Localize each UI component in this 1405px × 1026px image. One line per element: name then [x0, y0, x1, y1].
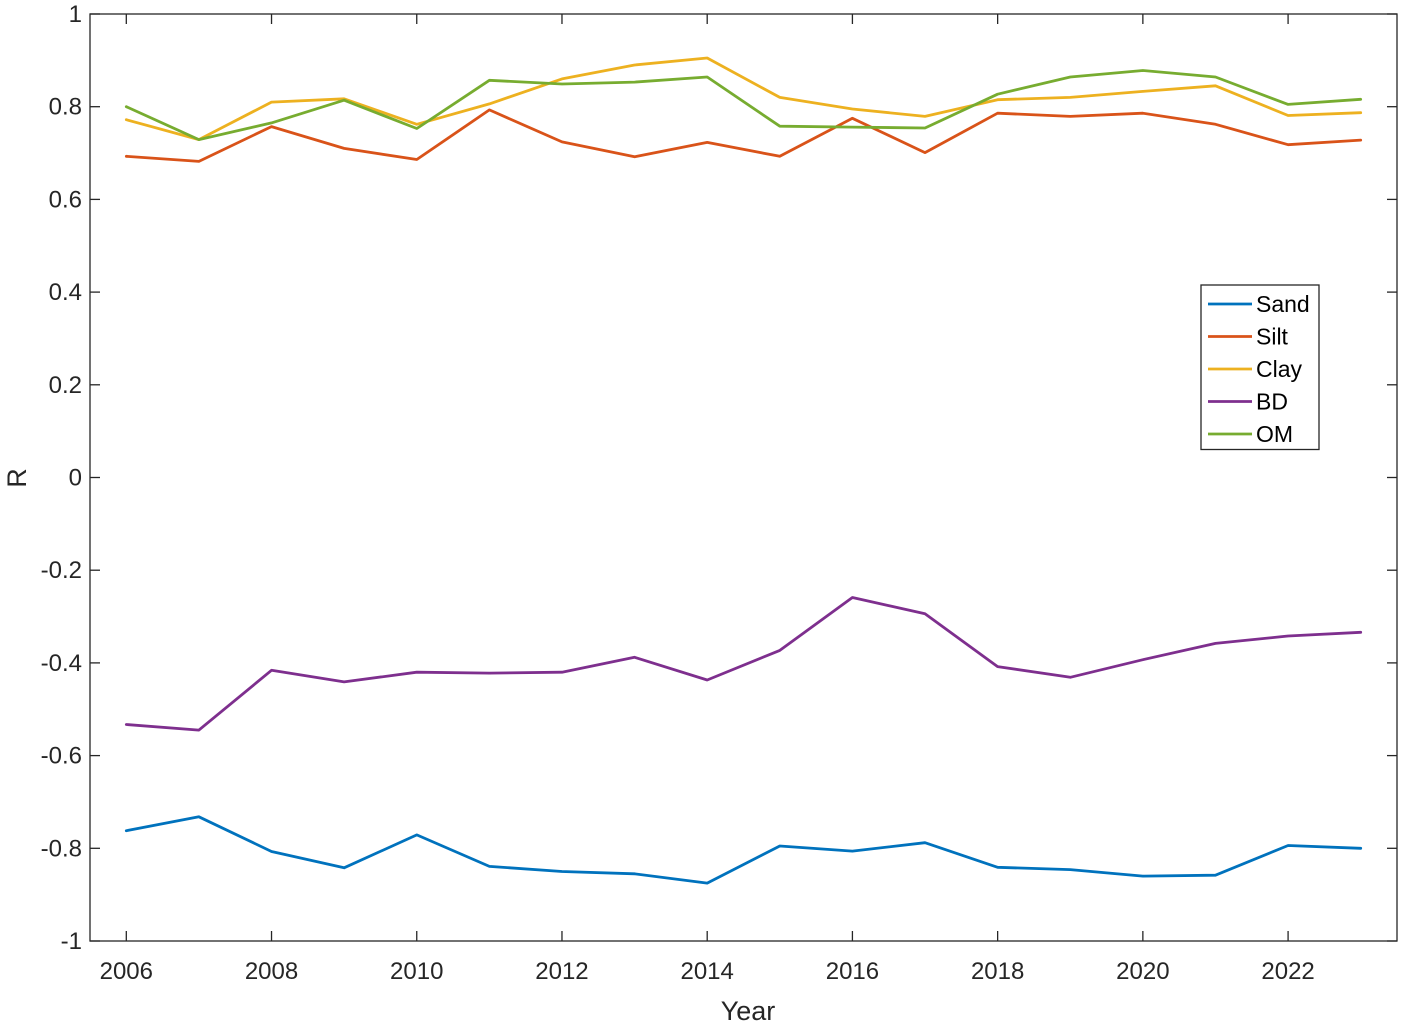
- y-tick-label: 0.8: [49, 94, 82, 121]
- series-line-sand: [124, 815, 1363, 885]
- y-tick-label: -0.8: [41, 835, 82, 862]
- x-axis-title: Year: [721, 996, 776, 1026]
- x-tick-label: 2020: [1116, 958, 1169, 985]
- series-line-silt: [124, 108, 1363, 163]
- legend-label-bd: BD: [1256, 389, 1288, 415]
- series-line-bd: [124, 596, 1363, 732]
- x-tick-label: 2010: [390, 958, 443, 985]
- plot-lines: [124, 56, 1363, 885]
- legend-label-clay: Clay: [1256, 356, 1303, 382]
- x-tick-label: 2014: [680, 958, 733, 985]
- legend: Sand Silt Clay BD OM: [1200, 284, 1320, 451]
- y-tick-label: -0.2: [41, 557, 82, 584]
- y-tick-label: 0.2: [49, 372, 82, 399]
- y-tick-label: -0.4: [41, 650, 82, 677]
- x-tick-label: 2006: [100, 958, 153, 985]
- y-tick-label: -1: [61, 928, 82, 955]
- legend-label-sand: Sand: [1256, 291, 1310, 317]
- y-tick-label: -0.6: [41, 743, 82, 770]
- y-tick-label: 0.6: [49, 186, 82, 213]
- axes: 2006 2008 2010 2012 2014 2016 2018 2020 2022 1 0.8…: [41, 1, 1398, 985]
- series-line-clay: [124, 56, 1363, 142]
- series-line-om: [124, 69, 1363, 142]
- axes-box: [89, 13, 1398, 942]
- x-tick-label: 2022: [1261, 958, 1314, 985]
- y-tick-label: 1: [69, 1, 82, 28]
- x-tick-label: 2018: [971, 958, 1024, 985]
- x-tick-label: 2008: [245, 958, 298, 985]
- legend-label-silt: Silt: [1256, 324, 1289, 350]
- y-tick-label: 0.4: [49, 279, 82, 306]
- legend-label-om: OM: [1256, 421, 1293, 447]
- x-tick-label: 2016: [826, 958, 879, 985]
- y-tick-label: 0: [69, 465, 82, 492]
- y-axis-title: R: [2, 468, 32, 488]
- legend-box: [1200, 284, 1320, 451]
- x-tick-label: 2012: [535, 958, 588, 985]
